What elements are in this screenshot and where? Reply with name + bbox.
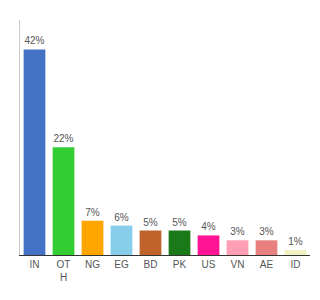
svg-text:ID: ID xyxy=(291,259,301,270)
svg-text:6%: 6% xyxy=(114,212,129,223)
svg-text:42%: 42% xyxy=(24,35,44,46)
svg-text:5%: 5% xyxy=(172,217,187,228)
svg-text:1%: 1% xyxy=(288,236,303,247)
svg-text:7%: 7% xyxy=(85,207,100,218)
svg-text:BD: BD xyxy=(144,259,158,270)
svg-text:NG: NG xyxy=(85,259,100,270)
svg-text:US: US xyxy=(202,259,216,270)
svg-text:3%: 3% xyxy=(230,226,245,237)
svg-text:3%: 3% xyxy=(259,226,274,237)
svg-text:IN: IN xyxy=(30,259,40,270)
svg-text:22%: 22% xyxy=(53,133,73,144)
svg-text:OTH: OTH xyxy=(57,259,71,283)
svg-text:5%: 5% xyxy=(143,217,158,228)
svg-text:AE: AE xyxy=(260,259,274,270)
svg-text:VN: VN xyxy=(231,259,245,270)
svg-text:EG: EG xyxy=(114,259,129,270)
svg-text:4%: 4% xyxy=(201,221,216,232)
svg-text:PK: PK xyxy=(173,259,187,270)
